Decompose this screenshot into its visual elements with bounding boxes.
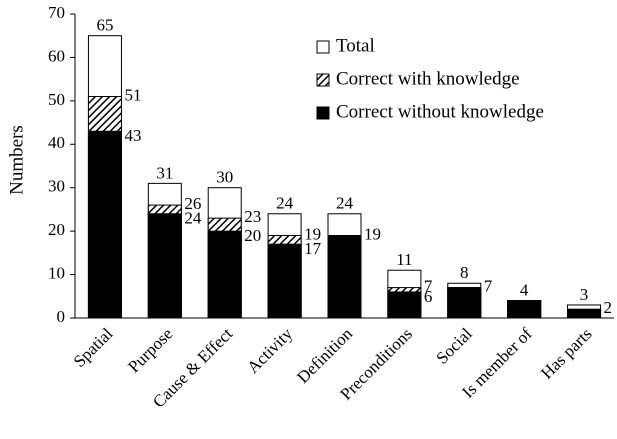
x-tick-label: Has parts <box>537 324 596 383</box>
legend-swatch <box>316 73 330 87</box>
data-label: 6 <box>424 287 433 306</box>
data-label: 7 <box>424 277 433 296</box>
bar <box>267 243 302 319</box>
y-tick-label: 40 <box>48 133 65 152</box>
y-axis-title: Numbers <box>6 125 27 195</box>
legend-label: Correct with knowledge <box>336 68 520 89</box>
legend-swatch <box>316 40 330 54</box>
bar <box>207 230 242 319</box>
legend-swatch <box>316 106 330 120</box>
x-tick-label: Purpose <box>124 324 176 376</box>
x-tick-label: Activity <box>243 324 296 377</box>
y-tick-label: 0 <box>57 307 66 326</box>
data-label: 24 <box>336 194 354 213</box>
data-label: 24 <box>184 209 202 228</box>
data-label: 11 <box>396 250 412 269</box>
legend-label: Total <box>336 35 375 56</box>
data-label: 3 <box>580 285 589 304</box>
data-label: 7 <box>484 277 493 296</box>
data-label: 19 <box>304 224 321 243</box>
y-tick-label: 20 <box>48 220 65 239</box>
data-label: 51 <box>124 85 141 104</box>
data-label: 43 <box>124 126 141 145</box>
x-tick-label: Social <box>432 324 476 368</box>
bar <box>507 300 542 319</box>
data-label: 4 <box>520 281 529 300</box>
x-tick-label: Spatial <box>70 324 117 371</box>
y-tick-label: 50 <box>48 90 65 109</box>
data-label: 65 <box>96 16 113 35</box>
data-label: 19 <box>364 224 381 243</box>
data-label: 23 <box>244 207 261 226</box>
x-tick-label: Definition <box>293 324 356 387</box>
data-label: 17 <box>304 239 322 258</box>
bar <box>147 213 182 319</box>
bar <box>387 291 422 319</box>
y-tick-label: 70 <box>48 3 65 22</box>
data-label: 20 <box>244 226 261 245</box>
data-label: 31 <box>156 163 173 182</box>
data-label: 30 <box>216 168 233 187</box>
data-label: 8 <box>460 263 469 282</box>
bar <box>87 130 122 319</box>
data-label: 24 <box>276 194 294 213</box>
legend-label: Correct without knowledge <box>336 101 544 122</box>
bar <box>567 308 602 319</box>
data-label: 2 <box>604 298 613 317</box>
bar <box>327 234 362 319</box>
bar <box>447 287 482 319</box>
y-tick-label: 10 <box>48 263 65 282</box>
y-tick-label: 30 <box>48 177 65 196</box>
y-tick-label: 60 <box>48 46 65 65</box>
data-label: 26 <box>184 194 201 213</box>
